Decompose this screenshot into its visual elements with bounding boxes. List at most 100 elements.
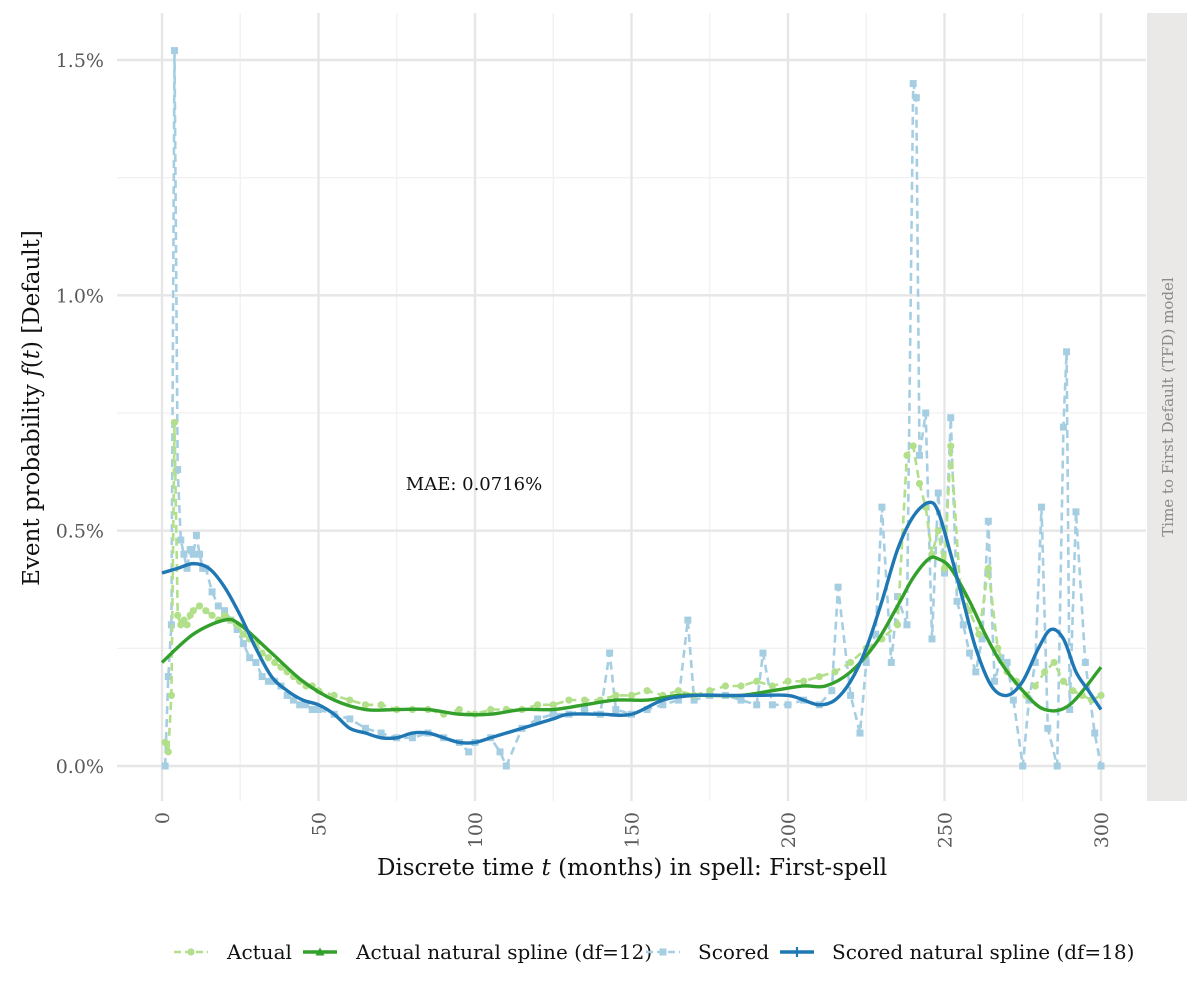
plot-area [160,47,1105,770]
data-point [768,682,776,690]
legend-label: Actual natural spline (df=12) [355,940,652,964]
data-point [1069,687,1077,695]
data-point [196,550,204,558]
data-point [612,691,620,700]
data-point [831,668,839,676]
data-point [167,691,175,700]
data-point [909,80,917,88]
data-point [674,696,682,704]
data-point [934,527,942,535]
data-point [753,701,761,709]
series-scored-natural-spline-df-18 [161,500,1103,745]
data-point [192,531,200,539]
data-point [346,715,354,723]
data-point [1066,706,1074,714]
data-point [1031,658,1039,666]
data-point [186,545,194,553]
series-line [161,500,1103,745]
data-point [862,658,870,666]
y-axis-title-arg: t [19,349,45,359]
data-point [283,691,291,699]
legend-label: Actual [226,940,292,964]
x-tick-label: 250 [935,812,957,848]
data-point [315,706,322,714]
mae-annotation: MAE: 0.0716% [406,474,542,495]
data-point [934,489,942,497]
data-point [903,451,911,459]
data-point [171,47,179,55]
data-point [1041,668,1049,676]
data-point [759,649,767,657]
data-point [606,649,614,657]
data-point [534,715,542,723]
legend-item-actual: Actual [174,940,292,964]
legend-swatch-marker [659,948,667,956]
data-point [1025,696,1033,704]
data-point [947,414,955,422]
data-point [1097,762,1105,770]
data-point [549,710,557,718]
data-point [627,691,636,700]
data-point [1059,423,1067,431]
data-point [221,607,229,615]
data-point [997,654,1005,662]
data-point [815,672,823,681]
data-point [643,687,651,695]
y-axis-title-prefix: Event probability [19,377,45,586]
data-point [903,621,911,629]
data-point [972,668,980,676]
data-point [330,691,338,700]
data-point [1053,762,1061,770]
data-point [271,658,279,667]
legend: Actual Actual natural spline (df=12) Score… [174,940,1134,964]
data-point [377,701,385,709]
legend-label: Scored [698,940,769,964]
y-axis-title-close: ) [19,341,45,350]
data-point [1063,348,1071,356]
x-tick-label: 200 [778,812,800,848]
data-point [202,607,210,615]
data-point [887,658,895,666]
data-point [289,696,297,704]
data-point [361,724,369,732]
data-point [659,701,667,709]
data-point [239,630,247,638]
data-point [233,626,241,634]
data-point [1081,658,1089,666]
y-tick-label: 1.0% [56,285,104,307]
data-point [978,635,986,643]
data-point [189,550,197,558]
data-point [947,442,955,450]
data-point [161,762,169,770]
data-point [922,409,930,417]
data-point [1019,762,1027,770]
y-axis-title-open: ( [19,359,45,368]
data-point [189,607,197,615]
data-point [674,687,683,695]
y-axis-title-func: f [19,365,45,379]
data-point [940,564,949,572]
y-tick-label: 0.0% [56,756,104,778]
data-point [1038,503,1046,511]
data-point [246,654,254,662]
data-point [878,503,886,511]
data-point [170,418,179,427]
data-point [1044,724,1052,732]
legend-swatch-marker [792,947,802,957]
data-point [994,644,1002,652]
data-point [408,734,416,742]
data-point [161,738,169,747]
data-point [800,677,808,685]
data-point [784,701,792,709]
y-tick-label: 1.5% [56,50,104,72]
data-point [164,748,172,756]
data-point [214,602,222,610]
facet-strip [1147,13,1187,801]
x-tick-label: 300 [1091,812,1113,848]
data-point [377,729,385,737]
data-point [180,550,188,558]
x-tick-label: 0 [152,812,174,824]
data-point [174,611,182,619]
